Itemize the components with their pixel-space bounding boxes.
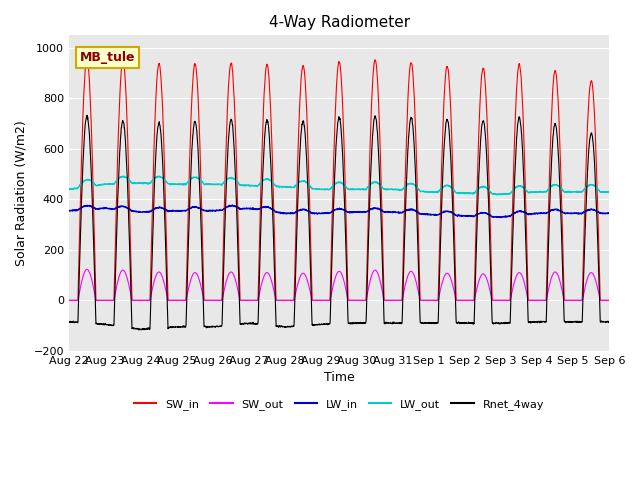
SW_in — [367, 131, 374, 136]
Title: 4-Way Radiometer: 4-Way Radiometer — [269, 15, 410, 30]
SW_in — [558, 201, 566, 206]
Rnet_4way — [605, 319, 613, 325]
SW_out — [496, 298, 504, 303]
LW_in — [228, 203, 236, 208]
SW_in — [216, 298, 223, 303]
LW_out — [120, 173, 128, 179]
Rnet_4way — [367, 171, 374, 177]
Rnet_4way — [83, 112, 91, 118]
Rnet_4way — [216, 324, 224, 329]
SW_in — [83, 56, 91, 61]
LW_out — [355, 187, 363, 192]
Line: LW_in: LW_in — [69, 205, 609, 217]
LW_out — [216, 181, 223, 187]
SW_in — [605, 298, 613, 303]
SW_out — [216, 298, 223, 303]
SW_in — [65, 298, 73, 303]
LW_in — [573, 210, 581, 216]
LW_in — [216, 207, 223, 213]
LW_in — [367, 206, 374, 212]
SW_out — [355, 298, 363, 303]
Legend: SW_in, SW_out, LW_in, LW_out, Rnet_4way: SW_in, SW_out, LW_in, LW_out, Rnet_4way — [130, 395, 548, 415]
SW_in — [573, 298, 580, 303]
Line: Rnet_4way: Rnet_4way — [69, 115, 609, 330]
Rnet_4way — [65, 319, 73, 325]
Y-axis label: Solar Radiation (W/m2): Solar Radiation (W/m2) — [15, 120, 28, 266]
SW_out — [65, 298, 73, 303]
LW_out — [573, 188, 581, 194]
SW_out — [605, 298, 613, 303]
LW_in — [497, 215, 505, 220]
LW_out — [558, 186, 566, 192]
SW_in — [355, 298, 363, 303]
LW_out — [605, 189, 613, 194]
Rnet_4way — [558, 243, 566, 249]
Rnet_4way — [497, 320, 504, 326]
SW_out — [83, 266, 91, 272]
LW_out — [367, 181, 374, 187]
LW_in — [605, 211, 613, 216]
SW_out — [573, 298, 580, 303]
Line: LW_out: LW_out — [69, 176, 609, 195]
LW_out — [495, 192, 502, 198]
SW_out — [367, 276, 374, 282]
LW_out — [65, 186, 73, 192]
Line: SW_out: SW_out — [69, 269, 609, 300]
Rnet_4way — [355, 320, 363, 325]
Rnet_4way — [573, 320, 581, 325]
Line: SW_in: SW_in — [69, 59, 609, 300]
Text: MB_tule: MB_tule — [80, 51, 135, 64]
LW_in — [355, 209, 363, 215]
LW_in — [65, 208, 73, 214]
SW_in — [496, 298, 504, 303]
SW_out — [558, 286, 566, 291]
LW_out — [497, 192, 504, 197]
LW_in — [558, 209, 566, 215]
X-axis label: Time: Time — [324, 371, 355, 384]
Rnet_4way — [136, 327, 143, 333]
LW_in — [496, 215, 504, 220]
